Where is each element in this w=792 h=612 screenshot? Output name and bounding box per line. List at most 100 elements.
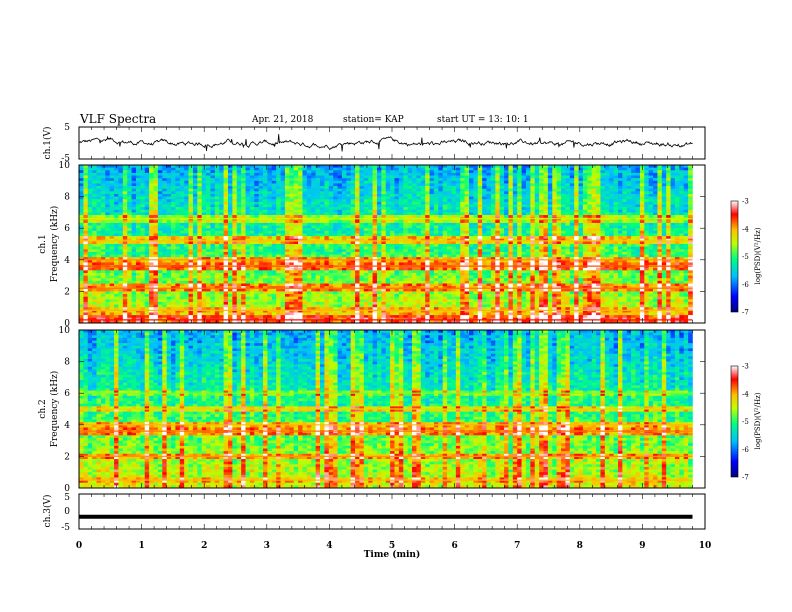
spectrogram-cell xyxy=(460,204,465,208)
spectrogram-cell xyxy=(543,251,549,255)
spectrogram-cell xyxy=(341,212,347,216)
spectrogram-cell xyxy=(171,241,176,245)
spectrogram-cell xyxy=(617,199,623,203)
spectrogram-cell xyxy=(223,236,229,240)
spectrogram-cell xyxy=(613,186,619,189)
spectrogram-cell xyxy=(315,246,321,250)
spectrogram-cell xyxy=(635,249,641,253)
spectrogram-cell xyxy=(385,209,391,213)
spectrogram-cell xyxy=(263,188,268,192)
spectrogram-cell xyxy=(539,249,544,253)
spectrogram-cell xyxy=(280,170,286,174)
spectrogram-cell xyxy=(679,183,685,187)
spectrogram-cell xyxy=(210,251,216,255)
spectrogram-cell xyxy=(683,188,689,192)
spectrogram-cell xyxy=(385,172,391,176)
spectrogram-cell xyxy=(451,236,457,240)
spectrogram-cell xyxy=(657,204,663,208)
spectrogram-cell xyxy=(227,199,233,203)
spectrogram-cell xyxy=(626,244,632,247)
spectrogram-cell xyxy=(210,178,216,182)
spectrogram-cell xyxy=(271,204,277,208)
spectrogram-cell xyxy=(149,236,154,240)
spectrogram-cell xyxy=(552,238,557,242)
spectrogram-cell xyxy=(473,172,479,176)
spectrogram-cell xyxy=(153,199,159,203)
spectrogram-cell xyxy=(135,167,141,171)
spectrogram-cell xyxy=(245,180,251,184)
spectrogram-cell xyxy=(276,165,281,168)
spectrogram-cell xyxy=(236,225,242,229)
spectrogram-cell xyxy=(175,225,181,229)
spectrogram-cell xyxy=(482,254,487,258)
spectrogram-cell xyxy=(613,165,619,168)
spectrogram-cell xyxy=(609,172,614,176)
spectrogram-cell xyxy=(477,251,483,255)
spectrogram-cell xyxy=(508,233,514,237)
spectrogram-cell xyxy=(604,249,610,253)
spectrogram-cell xyxy=(153,222,159,226)
spectrogram-cell xyxy=(412,199,417,203)
spectrogram-cell xyxy=(442,246,448,250)
spectrogram-cell xyxy=(171,207,176,211)
spectrogram-cell xyxy=(96,165,102,168)
spectrogram-cell xyxy=(534,254,540,258)
spectrogram-cell xyxy=(232,228,238,232)
spectrogram-cell xyxy=(96,228,102,232)
spectrogram-cell xyxy=(171,212,176,216)
spectrogram-cell xyxy=(184,180,189,184)
spectrogram-cell xyxy=(381,225,387,229)
spectrogram-cell xyxy=(539,204,544,208)
spectrogram-cell xyxy=(363,191,369,195)
spectrogram-cell xyxy=(416,220,422,224)
spectrogram-cell xyxy=(223,193,229,197)
spectrogram-cell xyxy=(302,251,308,255)
spectrogram-cell xyxy=(644,172,649,176)
spectrogram-cell xyxy=(648,172,654,176)
spectrogram-cell xyxy=(320,170,325,174)
spectrogram-cell xyxy=(473,199,479,203)
spectrogram-cell xyxy=(355,246,360,250)
spectrogram-cell xyxy=(210,209,216,213)
spectrogram-cell xyxy=(100,175,106,179)
spectrogram-cell xyxy=(433,228,439,232)
spectrogram-cell xyxy=(517,175,522,179)
spectrogram-cell xyxy=(227,251,233,255)
spectrogram-cell xyxy=(171,215,176,218)
spectrogram-cell xyxy=(587,238,592,242)
spectrogram-cell xyxy=(521,178,527,182)
spectrogram-cell xyxy=(346,233,351,237)
spectrogram-cell xyxy=(666,246,671,250)
spectrogram-cell xyxy=(403,180,408,184)
spectrogram-cell xyxy=(556,178,562,182)
start-time-label: start UT = 13: 10: 1 xyxy=(437,115,529,125)
spectrogram-cell xyxy=(372,170,378,174)
spectrogram-cell xyxy=(376,225,382,229)
spectrogram-cell xyxy=(508,186,514,189)
spectrogram-cell xyxy=(398,212,404,216)
spectrogram-cell xyxy=(420,209,426,213)
spectrogram-cell xyxy=(412,165,417,168)
spectrogram-cell xyxy=(166,207,172,211)
spectrogram-cell xyxy=(122,201,128,205)
spectrogram-cell xyxy=(363,212,369,216)
spectrogram-cell xyxy=(276,238,281,242)
spectrogram-cell xyxy=(425,225,430,229)
spectrogram-cell xyxy=(407,183,413,187)
spectrogram-cell xyxy=(149,212,154,216)
spectrogram-cell xyxy=(477,238,483,242)
spectrogram-cell xyxy=(460,180,465,184)
spectrogram-cell xyxy=(530,178,536,182)
spectrogram-cell xyxy=(184,212,189,216)
spectrogram-cell xyxy=(223,228,229,232)
spectrogram-cell xyxy=(420,188,426,192)
spectrogram-cell xyxy=(604,228,610,232)
spectrogram-cell xyxy=(219,241,224,245)
spectrogram-cell xyxy=(425,209,430,213)
spectrogram-cell xyxy=(604,201,610,205)
spectrogram-cell xyxy=(206,167,211,171)
spectrogram-cell xyxy=(311,233,316,237)
spectrogram-cell xyxy=(622,222,628,226)
spectrogram-cell xyxy=(263,215,268,218)
spectrogram-cell xyxy=(517,220,522,224)
